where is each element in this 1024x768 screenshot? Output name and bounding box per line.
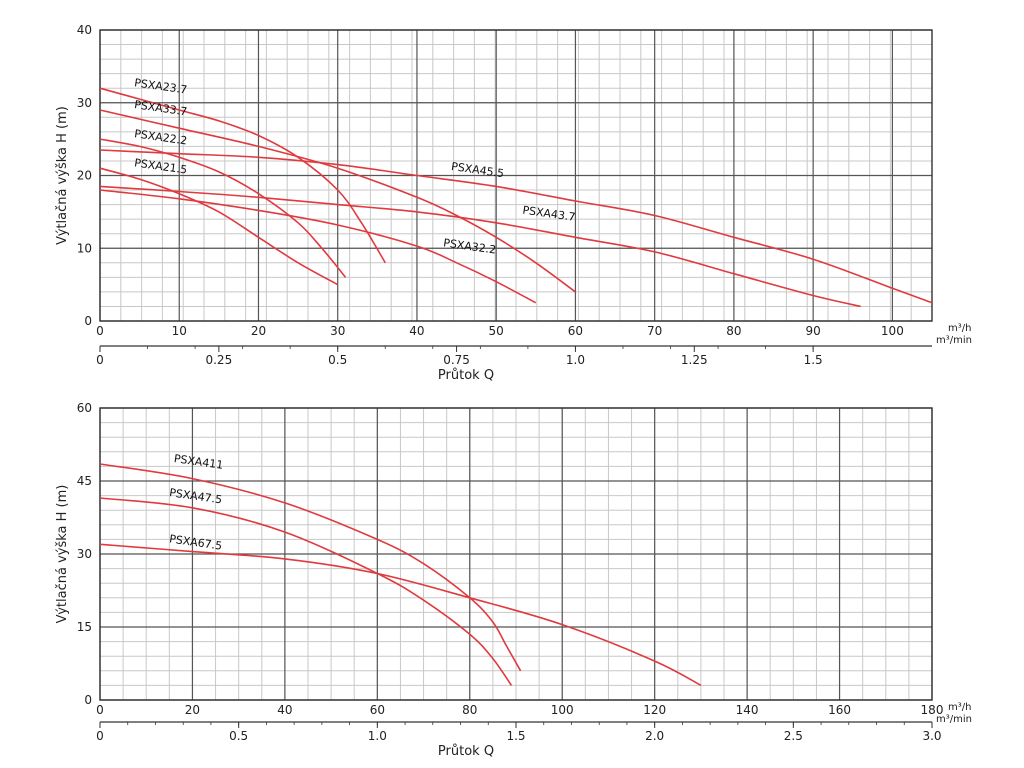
y-tick-label: 40 [77,23,92,37]
x-tick-label: 0 [96,703,104,717]
x-tick-label: 100 [881,324,904,338]
x2-tick-label: 0 [96,729,104,743]
y-tick-label: 0 [84,314,92,328]
x-tick-label: 80 [462,703,477,717]
x-tick-label: 120 [643,703,666,717]
x-unit-label: m³/h [948,702,971,713]
x-axis-title: Průtok Q [438,744,494,759]
x2-tick-label: 2.0 [645,729,664,743]
series-line-psxa32-2 [99,189,537,304]
x-tick-label: 10 [172,324,187,338]
x2-tick-label: 0.5 [328,353,347,367]
series-line-psxa33-7 [99,109,576,293]
y-axis-title: Výtlačná výška H (m) [55,485,70,624]
y-axis-title: Výtlačná výška H (m) [55,106,70,245]
x-tick-label: 20 [251,324,266,338]
series-line-psxa22-2 [99,138,347,278]
series-line-psxa21-5 [99,167,339,286]
series-line-psxa67-5 [99,543,702,687]
x2-tick-label: 1.0 [566,353,585,367]
x2-tick-label: 2.5 [784,729,803,743]
x-tick-label: 0 [96,324,104,338]
y-tick-label: 45 [77,474,92,488]
x2-tick-label: 1.25 [681,353,708,367]
plot-frame [99,407,933,701]
x-tick-label: 100 [551,703,574,717]
x-tick-label: 20 [185,703,200,717]
series-line-psxa45-5 [99,149,933,304]
series-line-psxa47-5 [99,497,513,686]
x-tick-label: 60 [568,324,583,338]
x2-tick-label: 3.0 [922,729,941,743]
y-tick-label: 30 [77,547,92,561]
series-label: PSXA411 [173,452,224,472]
x-tick-label: 160 [828,703,851,717]
x2-unit-label: m³/min [936,335,972,346]
x-tick-label: 70 [647,324,662,338]
x-tick-label: 180 [921,703,944,717]
y-tick-label: 30 [77,96,92,110]
y-tick-label: 20 [77,169,92,183]
series-line-psxa411 [99,463,522,672]
series-line-psxa43-7 [99,185,861,308]
y-tick-label: 60 [77,401,92,415]
series-label: PSXA43.7 [522,204,576,224]
x2-tick-label: 1.5 [804,353,823,367]
y-tick-label: 10 [77,241,92,255]
x-tick-label: 80 [726,324,741,338]
y-tick-label: 15 [77,620,92,634]
x2-tick-label: 1.5 [506,729,525,743]
series-label: PSXA32.2 [442,236,496,256]
x-unit-label: m³/h [948,323,971,334]
x-tick-label: 40 [409,324,424,338]
y-tick-label: 0 [84,693,92,707]
x-tick-label: 50 [489,324,504,338]
x2-unit-label: m³/min [936,714,972,725]
series-label: PSXA47.5 [168,486,222,506]
x-tick-label: 140 [736,703,759,717]
plot-frame [99,29,933,322]
x2-tick-label: 0.25 [205,353,232,367]
x-tick-label: 40 [277,703,292,717]
x2-tick-label: 0 [96,353,104,367]
x2-tick-label: 0.75 [443,353,470,367]
x2-tick-label: 1.0 [368,729,387,743]
x-tick-label: 30 [330,324,345,338]
x-tick-label: 60 [370,703,385,717]
x2-tick-label: 0.5 [229,729,248,743]
x-tick-label: 90 [806,324,821,338]
x-axis-title: Průtok Q [438,368,494,383]
series-line-psxa23-7 [99,87,386,264]
